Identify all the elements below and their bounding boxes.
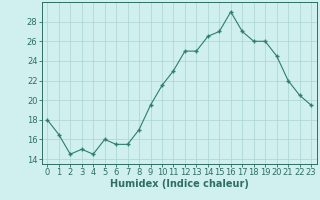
X-axis label: Humidex (Indice chaleur): Humidex (Indice chaleur)	[110, 179, 249, 189]
